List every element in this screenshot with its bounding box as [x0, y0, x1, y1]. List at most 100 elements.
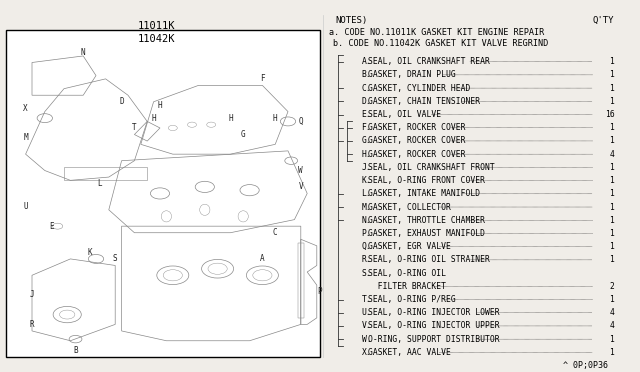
Text: B: B — [73, 346, 78, 355]
Text: 1: 1 — [609, 202, 614, 212]
Text: 4: 4 — [609, 321, 614, 330]
Text: P.: P. — [362, 229, 371, 238]
Text: T.: T. — [362, 295, 371, 304]
Text: SEAL, O-RING OIL STRAINER: SEAL, O-RING OIL STRAINER — [368, 255, 490, 264]
Text: 1: 1 — [609, 84, 614, 93]
Text: X.: X. — [362, 348, 371, 357]
Text: 4: 4 — [609, 308, 614, 317]
Text: H.: H. — [362, 150, 371, 159]
Text: GASKET, EGR VALVE: GASKET, EGR VALVE — [368, 242, 451, 251]
Text: SEAL, OIL VALVE: SEAL, OIL VALVE — [368, 110, 441, 119]
Text: 1: 1 — [609, 295, 614, 304]
Text: L.: L. — [362, 189, 371, 198]
Text: GASKET, EXHAUST MANIFOLD: GASKET, EXHAUST MANIFOLD — [368, 229, 485, 238]
Text: 1: 1 — [609, 189, 614, 198]
Text: H: H — [273, 114, 278, 123]
Text: J: J — [29, 291, 35, 299]
Text: V: V — [298, 182, 303, 191]
Text: SEAL, O-RING FRONT COVER: SEAL, O-RING FRONT COVER — [368, 176, 485, 185]
Text: 1: 1 — [609, 335, 614, 344]
Text: Q.: Q. — [362, 242, 371, 251]
Text: C: C — [273, 228, 278, 237]
Text: SEAL, O-RING INJECTOR LOWER: SEAL, O-RING INJECTOR LOWER — [368, 308, 500, 317]
Text: 11042K: 11042K — [138, 34, 175, 44]
Text: 1: 1 — [609, 123, 614, 132]
Text: 1: 1 — [609, 176, 614, 185]
Text: N.: N. — [362, 216, 371, 225]
Text: D: D — [119, 97, 124, 106]
Text: 1: 1 — [609, 229, 614, 238]
Text: GASKET, ROCKER COVER: GASKET, ROCKER COVER — [368, 137, 465, 145]
Text: SEAL, O-RING INJECTOR UPPER: SEAL, O-RING INJECTOR UPPER — [368, 321, 500, 330]
Text: ^ 0P;0P36: ^ 0P;0P36 — [563, 361, 608, 370]
Text: GASKET, ROCKER COVER: GASKET, ROCKER COVER — [368, 123, 465, 132]
Text: E.: E. — [362, 110, 371, 119]
Text: 4: 4 — [609, 150, 614, 159]
Text: G: G — [241, 130, 246, 139]
Text: W: W — [298, 166, 303, 175]
Text: FILTER BRACKET: FILTER BRACKET — [368, 282, 446, 291]
Text: 1: 1 — [609, 255, 614, 264]
Text: SEAL, O-RING P/REG: SEAL, O-RING P/REG — [368, 295, 456, 304]
Text: W.: W. — [362, 335, 371, 344]
Text: U: U — [23, 202, 28, 211]
Text: K: K — [87, 248, 92, 257]
Text: D.: D. — [362, 97, 371, 106]
Text: A.: A. — [362, 57, 371, 66]
Text: C.: C. — [362, 84, 371, 93]
Text: S.: S. — [362, 269, 371, 278]
Text: H: H — [151, 114, 156, 123]
Text: Q: Q — [298, 117, 303, 126]
Text: b. CODE NO.11042K GASKET KIT VALVE REGRIND: b. CODE NO.11042K GASKET KIT VALVE REGRI… — [333, 39, 548, 48]
Text: SEAL, OIL CRANKSHAFT REAR: SEAL, OIL CRANKSHAFT REAR — [368, 57, 490, 66]
Text: 16: 16 — [605, 110, 614, 119]
Text: 1: 1 — [609, 242, 614, 251]
Text: H: H — [228, 114, 233, 123]
Text: 1: 1 — [609, 57, 614, 66]
Text: E: E — [49, 222, 54, 231]
Text: a. CODE NO.11011K GASKET KIT ENGINE REPAIR: a. CODE NO.11011K GASKET KIT ENGINE REPA… — [329, 28, 544, 37]
Text: J.: J. — [362, 163, 371, 172]
Text: GASKET, DRAIN PLUG: GASKET, DRAIN PLUG — [368, 70, 456, 79]
Text: X: X — [23, 104, 28, 113]
Text: S: S — [113, 254, 118, 263]
Text: V.: V. — [362, 321, 371, 330]
Text: H: H — [157, 100, 163, 109]
Text: 1: 1 — [609, 216, 614, 225]
Text: P: P — [317, 287, 323, 296]
Text: 1: 1 — [609, 70, 614, 79]
Text: 1: 1 — [609, 348, 614, 357]
Text: O-RING, SUPPORT DISTRIBUTOR: O-RING, SUPPORT DISTRIBUTOR — [368, 335, 500, 344]
Text: GASKET, CHAIN TENSIONER: GASKET, CHAIN TENSIONER — [368, 97, 480, 106]
Text: 1: 1 — [609, 97, 614, 106]
Text: A: A — [260, 254, 265, 263]
Text: SEAL, O-RING OIL: SEAL, O-RING OIL — [368, 269, 446, 278]
Text: B.: B. — [362, 70, 371, 79]
Text: F.: F. — [362, 123, 371, 132]
Text: L: L — [97, 179, 102, 188]
Text: GASKET, COLLECTOR: GASKET, COLLECTOR — [368, 202, 451, 212]
Text: U.: U. — [362, 308, 371, 317]
Text: F: F — [260, 74, 265, 83]
Text: 1: 1 — [609, 163, 614, 172]
Text: SEAL, OIL CRANKSHAFT FRONT: SEAL, OIL CRANKSHAFT FRONT — [368, 163, 495, 172]
Text: GASKET, THROTTLE CHAMBER: GASKET, THROTTLE CHAMBER — [368, 216, 485, 225]
Bar — [6, 30, 320, 357]
Text: N: N — [81, 48, 86, 57]
Text: K.: K. — [362, 176, 371, 185]
Text: R.: R. — [362, 255, 371, 264]
Text: GASKET, CYLINDER HEAD: GASKET, CYLINDER HEAD — [368, 84, 470, 93]
Text: Q'TY: Q'TY — [593, 16, 614, 25]
Text: GASKET, ROCKER COVER: GASKET, ROCKER COVER — [368, 150, 465, 159]
Text: NOTES): NOTES) — [335, 16, 367, 25]
Text: GASKET, AAC VALVE: GASKET, AAC VALVE — [368, 348, 451, 357]
Text: T: T — [132, 124, 137, 132]
Text: GASKET, INTAKE MANIFOLD: GASKET, INTAKE MANIFOLD — [368, 189, 480, 198]
Text: M.: M. — [362, 202, 371, 212]
Text: 1: 1 — [609, 137, 614, 145]
Text: G.: G. — [362, 137, 371, 145]
Text: M: M — [23, 133, 28, 142]
Text: 2: 2 — [609, 282, 614, 291]
Text: 11011K: 11011K — [138, 21, 175, 31]
Text: R: R — [29, 320, 35, 329]
